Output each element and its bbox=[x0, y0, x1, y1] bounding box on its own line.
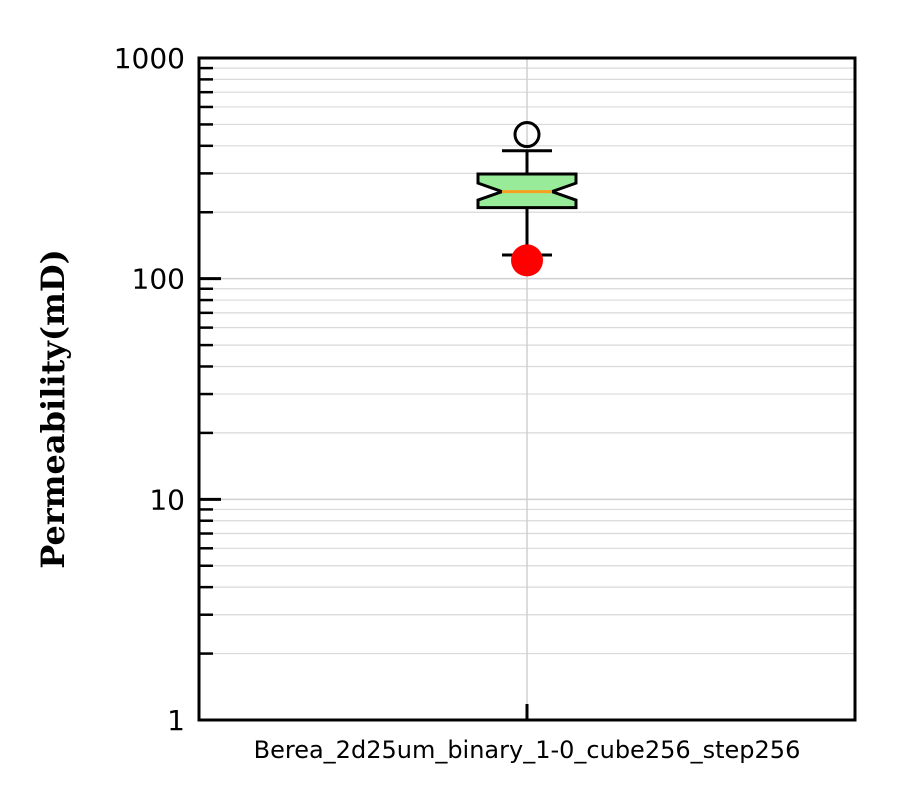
reference-point bbox=[511, 244, 543, 277]
plot-frame bbox=[197, 56, 857, 722]
y-tick-label: 100 bbox=[132, 263, 185, 296]
x-category-label: Berea_2d25um_binary_1-0_cube256_step256 bbox=[254, 736, 801, 764]
y-tick-label: 10 bbox=[149, 483, 185, 516]
outlier-point bbox=[513, 121, 541, 149]
y-axis-title: Permeability(mD) bbox=[34, 249, 72, 568]
box-group bbox=[476, 121, 578, 277]
grid-lines bbox=[199, 58, 855, 720]
y-tick-label: 1 bbox=[167, 704, 185, 737]
y-axis-ticks bbox=[199, 66, 529, 720]
tick-labels: 1 10 100 1000 Berea_2d25um_binary_1-0_cube25… bbox=[114, 42, 801, 764]
y-tick-label: 1000 bbox=[114, 42, 185, 75]
